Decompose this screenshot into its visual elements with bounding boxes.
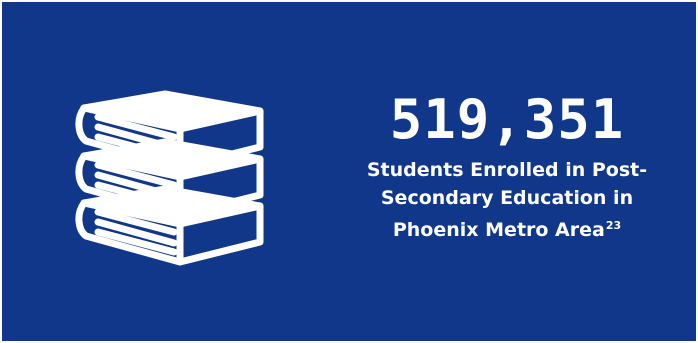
caption-line-3-text: Phoenix Metro Area [392, 219, 605, 241]
stack-of-books-icon [70, 86, 270, 266]
caption-line-2: Secondary Education in [380, 187, 634, 209]
stat-value: 519,351 [389, 88, 625, 151]
stat-block: 519,351 Students Enrolled in Post- Secon… [342, 86, 672, 244]
caption-line-3: Phoenix Metro Area23 [342, 212, 672, 244]
stat-caption: Students Enrolled in Post- Secondary Edu… [342, 156, 672, 244]
footnote-marker: 23 [605, 219, 622, 232]
caption-line-1: Students Enrolled in Post- [366, 159, 648, 181]
